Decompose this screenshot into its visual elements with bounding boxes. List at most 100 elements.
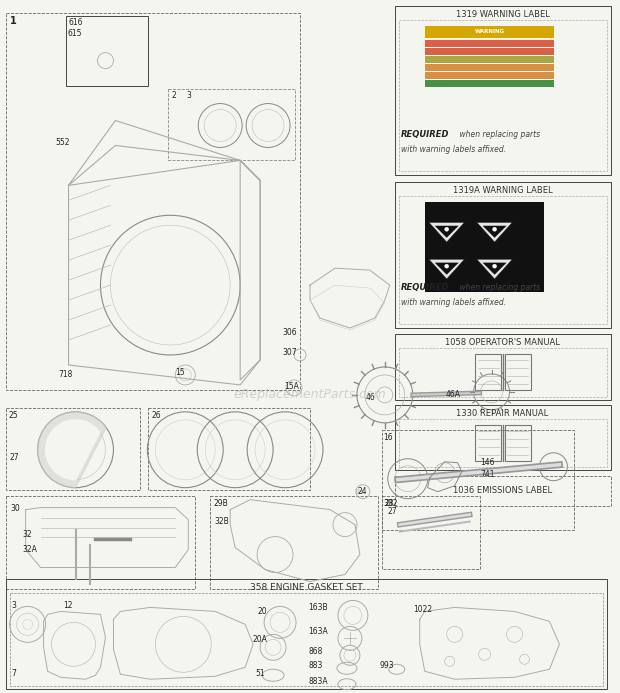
Text: when replacing parts: when replacing parts: [457, 283, 540, 292]
Bar: [399, 196, 608, 324]
Text: 3: 3: [12, 602, 17, 611]
Text: 332: 332: [384, 499, 398, 508]
Text: 27: 27: [10, 453, 19, 462]
Text: 20: 20: [257, 607, 267, 616]
Bar: [395, 475, 611, 506]
Text: REQUIRED: REQUIRED: [401, 130, 450, 139]
Circle shape: [493, 227, 497, 231]
Text: 46: 46: [366, 393, 376, 402]
Bar: [425, 64, 554, 71]
Text: 616: 616: [69, 18, 83, 27]
Polygon shape: [482, 225, 508, 238]
Circle shape: [445, 227, 449, 231]
Bar: [210, 495, 378, 590]
Text: 25: 25: [9, 411, 19, 420]
Bar: [425, 80, 554, 87]
Bar: [399, 348, 608, 397]
Text: when replacing parts: when replacing parts: [457, 130, 540, 139]
Bar: [395, 405, 611, 470]
Text: 358 ENGINE GASKET SET: 358 ENGINE GASKET SET: [250, 584, 362, 593]
Text: REQUIRED: REQUIRED: [401, 283, 450, 292]
Bar: [475, 354, 500, 390]
Polygon shape: [46, 420, 100, 480]
Text: with warning labels affixed.: with warning labels affixed.: [401, 298, 506, 307]
Text: 24: 24: [358, 486, 368, 495]
Text: 883: 883: [308, 661, 322, 670]
Bar: [148, 408, 310, 490]
Text: 15A: 15A: [284, 382, 299, 391]
Polygon shape: [482, 262, 508, 275]
Bar: [425, 40, 554, 46]
Polygon shape: [477, 222, 513, 243]
Bar: [10, 593, 603, 686]
Text: 718: 718: [58, 370, 73, 379]
Bar: [6, 579, 608, 690]
Text: 32A: 32A: [23, 545, 38, 554]
Text: 12: 12: [64, 602, 73, 611]
Polygon shape: [434, 225, 459, 238]
Text: eReplacementParts.com: eReplacementParts.com: [234, 388, 386, 401]
Bar: [425, 71, 554, 78]
Circle shape: [445, 264, 449, 268]
Bar: [168, 89, 295, 160]
Bar: [395, 6, 611, 175]
Text: 20A: 20A: [252, 635, 267, 644]
Text: 30: 30: [11, 504, 20, 513]
Text: 306: 306: [282, 328, 297, 337]
Text: 15: 15: [175, 368, 185, 377]
Text: 27: 27: [388, 507, 397, 516]
Text: 1330 REPAIR MANUAL: 1330 REPAIR MANUAL: [456, 409, 549, 418]
Polygon shape: [38, 412, 106, 488]
Polygon shape: [429, 222, 464, 243]
Text: WARNING: WARNING: [474, 29, 505, 34]
Bar: [505, 354, 531, 390]
Bar: [425, 202, 544, 292]
Text: 146: 146: [480, 458, 495, 467]
Text: 1319 WARNING LABEL: 1319 WARNING LABEL: [456, 10, 549, 19]
Text: 46A: 46A: [446, 390, 461, 399]
Text: 163A: 163A: [308, 627, 328, 636]
Bar: [395, 334, 611, 400]
Text: 32: 32: [23, 529, 32, 538]
Text: 2: 2: [171, 91, 176, 100]
Circle shape: [493, 264, 497, 268]
Text: with warning labels affixed.: with warning labels affixed.: [401, 146, 506, 155]
Text: 552: 552: [56, 139, 70, 148]
Bar: [425, 48, 554, 55]
Text: 29B: 29B: [213, 499, 228, 508]
Text: 32B: 32B: [215, 516, 229, 525]
Polygon shape: [477, 259, 513, 279]
Text: 615: 615: [68, 28, 82, 37]
Text: 307: 307: [282, 348, 297, 357]
Text: 28: 28: [385, 499, 394, 508]
Bar: [399, 19, 608, 171]
Bar: [505, 425, 531, 461]
Bar: [399, 419, 608, 466]
Text: 1036 EMISSIONS LABEL: 1036 EMISSIONS LABEL: [453, 486, 552, 495]
Bar: [6, 408, 140, 490]
Text: 163B: 163B: [308, 604, 327, 613]
Polygon shape: [429, 259, 464, 279]
Bar: [6, 12, 300, 390]
Text: 868: 868: [308, 647, 322, 656]
Bar: [6, 495, 195, 590]
Bar: [425, 55, 554, 62]
Text: 26: 26: [151, 411, 161, 420]
Text: 883A: 883A: [308, 677, 327, 686]
Text: 7: 7: [12, 669, 17, 678]
Text: 1022: 1022: [413, 606, 432, 615]
Text: 51: 51: [255, 669, 265, 678]
Text: 1319A WARNING LABEL: 1319A WARNING LABEL: [453, 186, 552, 195]
Bar: [395, 182, 611, 328]
Text: 1058 OPERATOR'S MANUAL: 1058 OPERATOR'S MANUAL: [445, 338, 560, 347]
Polygon shape: [434, 262, 459, 275]
Bar: [66, 16, 148, 86]
Bar: [475, 425, 500, 461]
Bar: [382, 495, 480, 570]
Text: 993: 993: [380, 661, 394, 670]
Text: 1: 1: [10, 16, 16, 26]
Bar: [382, 430, 574, 529]
Text: 3: 3: [186, 91, 191, 100]
Text: 16: 16: [383, 433, 392, 442]
Text: 741: 741: [480, 470, 495, 479]
